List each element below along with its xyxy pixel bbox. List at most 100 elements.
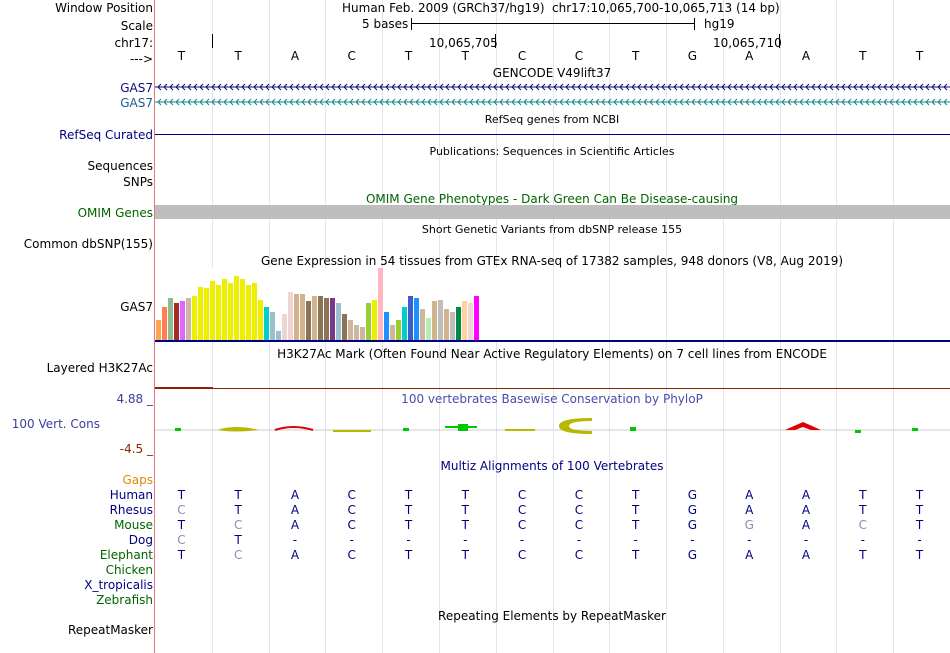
strand-chevron [511, 98, 516, 106]
phylop-label[interactable]: 100 Vert. Cons [11, 417, 100, 431]
gtex-tissue-bar[interactable] [234, 276, 239, 340]
gtex-tissue-bar[interactable] [402, 307, 407, 340]
strand-chevron [919, 83, 924, 91]
gtex-tissue-bar[interactable] [204, 288, 209, 340]
gtex-tissue-bar[interactable] [378, 268, 383, 340]
species-label[interactable]: Zebrafish [96, 593, 153, 607]
gas7-label-2[interactable]: GAS7 [120, 96, 153, 110]
common-dbsnp-label[interactable]: Common dbSNP(155) [23, 237, 153, 251]
omim-genes-label[interactable]: OMIM Genes [77, 206, 153, 220]
strand-chevron [187, 83, 192, 91]
strand-chevron [391, 83, 396, 91]
gtex-tissue-bar[interactable] [174, 303, 179, 340]
species-label[interactable]: Mouse [114, 518, 153, 532]
gtex-tissue-bar[interactable] [474, 296, 479, 340]
gtex-gas7-label[interactable]: GAS7 [120, 300, 153, 314]
species-label[interactable]: Rhesus [109, 503, 153, 517]
gtex-tissue-bar[interactable] [366, 303, 371, 340]
base-gridline [666, 0, 668, 653]
alignment-base: A [801, 503, 811, 517]
gtex-tissue-bar[interactable] [276, 331, 281, 340]
gtex-tissue-bar[interactable] [156, 320, 161, 340]
strand-chevron [649, 83, 654, 91]
gtex-tissue-bar[interactable] [246, 285, 251, 340]
gtex-tissue-bar[interactable] [348, 320, 353, 340]
gaps-label[interactable]: Gaps [122, 473, 153, 487]
gtex-tissue-bar[interactable] [216, 285, 221, 340]
gtex-tissue-bar[interactable] [318, 296, 323, 340]
gtex-tissue-bar[interactable] [168, 298, 173, 340]
strand-chevron [745, 83, 750, 91]
species-label[interactable]: Chicken [105, 563, 153, 577]
gtex-tissue-bar[interactable] [312, 296, 317, 340]
gtex-tissue-bar[interactable] [222, 279, 227, 340]
gtex-tissue-bar[interactable] [270, 312, 275, 340]
gtex-tissue-bar[interactable] [462, 301, 467, 340]
layered-h3k27ac-label[interactable]: Layered H3K27Ac [46, 361, 153, 375]
omim-gene-bar[interactable] [155, 205, 950, 219]
gtex-tissue-bar[interactable] [228, 283, 233, 340]
gtex-tissue-bar[interactable] [192, 296, 197, 340]
gtex-tissue-bar[interactable] [456, 307, 461, 340]
gtex-tissue-bar[interactable] [162, 307, 167, 340]
gtex-tissue-bar[interactable] [354, 325, 359, 340]
strand-chevron [265, 98, 270, 106]
gtex-tissue-bar[interactable] [252, 283, 257, 340]
phylop-logo[interactable] [155, 410, 950, 440]
species-label[interactable]: Dog [128, 533, 153, 547]
gtex-tissue-bar[interactable] [384, 312, 389, 340]
gtex-tissue-bar[interactable] [240, 279, 245, 340]
ruler-tick-a [212, 34, 213, 48]
gtex-tissue-bar[interactable] [324, 298, 329, 340]
strand-chevron [853, 98, 858, 106]
gtex-tissue-bar[interactable] [426, 318, 431, 340]
gtex-tissue-bar[interactable] [186, 298, 191, 340]
species-label[interactable]: Elephant [99, 548, 153, 562]
omim-title: OMIM Gene Phenotypes - Dark Green Can Be… [365, 192, 739, 206]
gtex-tissue-bar[interactable] [396, 320, 401, 340]
gtex-tissue-bar[interactable] [414, 298, 419, 340]
snps-label[interactable]: SNPs [123, 175, 153, 189]
gtex-tissue-bar[interactable] [468, 303, 473, 340]
gtex-tissue-bar[interactable] [210, 281, 215, 340]
species-label[interactable]: Human [109, 488, 153, 502]
gtex-tissue-bar[interactable] [336, 303, 341, 340]
gtex-tissue-bar[interactable] [438, 300, 443, 340]
gtex-tissue-bar[interactable] [180, 301, 185, 340]
gtex-tissue-bar[interactable] [306, 301, 311, 340]
gtex-tissue-bar[interactable] [432, 301, 437, 340]
strand-chevron [709, 98, 714, 106]
gencode-transcripts[interactable] [155, 80, 950, 110]
gtex-tissue-bar[interactable] [282, 314, 287, 340]
refseq-curated-label[interactable]: RefSeq Curated [59, 128, 153, 142]
gtex-tissue-bar[interactable] [408, 296, 413, 340]
sequences-label[interactable]: Sequences [87, 159, 153, 173]
strand-chevron [523, 98, 528, 106]
gtex-tissue-bar[interactable] [198, 287, 203, 340]
gtex-tissue-bar[interactable] [390, 325, 395, 340]
gtex-tissue-bar[interactable] [420, 309, 425, 340]
gtex-tissue-bar[interactable] [330, 298, 335, 340]
species-label[interactable]: X_tropicalis [84, 578, 153, 592]
alignment-base: A [290, 488, 300, 502]
refseq-gene-line[interactable] [155, 134, 950, 135]
gtex-tissue-bar[interactable] [342, 314, 347, 340]
h3k27ac-signal[interactable] [155, 387, 213, 388]
gtex-tissue-bar[interactable] [372, 300, 377, 340]
gtex-tissue-bar[interactable] [288, 292, 293, 340]
strand-chevron [871, 83, 876, 91]
gtex-tissue-bar[interactable] [300, 294, 305, 340]
strand-chevron [673, 98, 678, 106]
gtex-tissue-bar[interactable] [258, 300, 263, 340]
strand-chevron [775, 98, 780, 106]
repeatmasker-label[interactable]: RepeatMasker [67, 623, 153, 637]
strand-chevron [823, 83, 828, 91]
gtex-tissue-bar[interactable] [264, 307, 269, 340]
gtex-tissue-bar[interactable] [294, 294, 299, 340]
gtex-tissue-bar[interactable] [450, 312, 455, 340]
strand-chevron [385, 98, 390, 106]
gtex-tissue-bar[interactable] [360, 327, 365, 340]
gas7-label-1[interactable]: GAS7 [120, 81, 153, 95]
strand-chevron [691, 98, 696, 106]
gtex-tissue-bar[interactable] [444, 309, 449, 340]
